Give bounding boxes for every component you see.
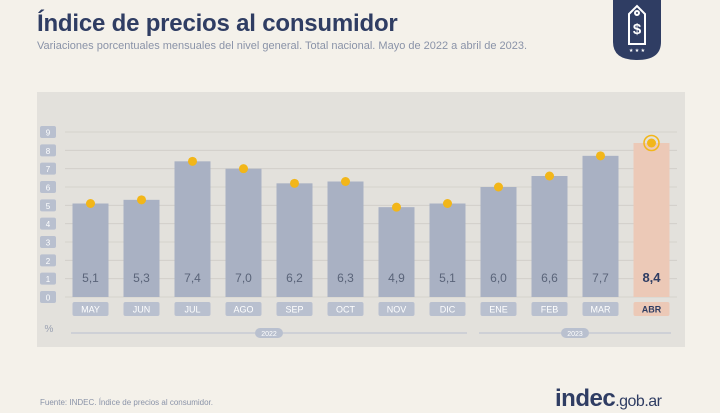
y-tick-label: 4	[46, 220, 51, 229]
bar-dot-ring	[643, 134, 660, 152]
bar	[123, 199, 160, 297]
bar-dot	[494, 182, 503, 192]
y-tick-box	[40, 217, 56, 230]
bar-value-label: 6,2	[286, 271, 303, 285]
bar-dot	[290, 178, 299, 188]
bar-dot	[545, 171, 554, 181]
x-tick-box	[633, 302, 670, 316]
bar-value-label: 5,1	[439, 271, 456, 285]
bar-value-label: 5,1	[82, 271, 99, 285]
x-tick-label: FEB	[541, 305, 559, 315]
chart-subtitle: Variaciones porcentuales mensuales del n…	[37, 40, 528, 52]
bar-dot	[86, 199, 95, 208]
bar-dot	[647, 138, 656, 148]
logo-domain: .gob.ar	[615, 393, 662, 410]
svg-text:★ ★ ★: ★ ★ ★	[629, 48, 646, 54]
bar-dot	[188, 156, 197, 166]
x-tick-box	[327, 302, 364, 316]
x-tick-box	[531, 302, 568, 316]
y-tick-label: 2	[46, 257, 51, 266]
bar-dot	[596, 151, 605, 161]
x-tick-box	[72, 302, 109, 316]
bar-value-label: 6,3	[337, 271, 354, 285]
svg-text:$: $	[633, 21, 642, 38]
bar	[633, 143, 670, 297]
y-tick-box	[40, 254, 56, 267]
bar-dot	[137, 195, 146, 205]
x-tick-label: OCT	[336, 305, 356, 315]
bar-value-label: 6,6	[541, 271, 558, 285]
bar-chart: 0 1 2 3 4 5 6 7 8 9% 5,1 MAY 5,3 JUN 7,4 JUL 7,0 AGO 6,2 SE…	[40, 126, 677, 338]
indec-logo: indec.gob.ar	[555, 385, 662, 413]
bar	[378, 207, 415, 297]
bar-value-label: 8,4	[642, 270, 661, 285]
bar	[531, 176, 568, 297]
bar-dot	[341, 177, 350, 186]
x-tick-label: JUN	[133, 305, 151, 315]
y-tick-box	[40, 126, 56, 138]
x-tick-box	[582, 302, 619, 316]
y-tick-label: 5	[46, 202, 51, 211]
y-tick-box	[40, 291, 56, 303]
y-tick-box	[40, 199, 56, 212]
x-tick-label: SEP	[285, 305, 303, 315]
bar-dot	[443, 199, 452, 208]
bar	[429, 203, 466, 297]
x-tick-label: DIC	[440, 305, 456, 315]
bar	[174, 161, 211, 297]
x-tick-label: MAY	[81, 305, 100, 315]
bar-value-label: 7,0	[235, 271, 252, 285]
bar-value-label: 5,3	[133, 271, 150, 285]
year-group-label: 2022	[261, 331, 277, 338]
bar-dot	[392, 202, 401, 212]
source-note: Fuente: INDEC. Índice de precios al cons…	[40, 398, 213, 407]
x-tick-box	[429, 302, 466, 316]
y-tick-label: 1	[46, 275, 51, 284]
x-tick-box	[174, 302, 211, 316]
bar	[225, 168, 262, 297]
y-tick-label: 6	[46, 184, 51, 193]
x-tick-label: AGO	[233, 305, 253, 315]
bar	[480, 187, 517, 297]
y-tick-box	[40, 181, 56, 193]
x-tick-label: NOV	[387, 305, 407, 315]
bar	[276, 183, 313, 297]
x-tick-box	[276, 302, 313, 316]
x-tick-box	[480, 302, 517, 316]
year-group-pill	[255, 328, 283, 338]
y-tick-box	[40, 272, 56, 285]
x-tick-label: MAR	[591, 305, 612, 315]
y-tick-box	[40, 144, 56, 157]
x-tick-box	[225, 302, 262, 316]
x-tick-box	[123, 302, 160, 316]
y-tick-box	[40, 236, 56, 248]
y-tick-box	[40, 162, 56, 175]
x-tick-label: ABR	[642, 305, 662, 315]
bar-value-label: 6,0	[490, 271, 507, 285]
y-tick-label: 9	[46, 129, 51, 138]
bar-value-label: 4,9	[388, 271, 405, 285]
y-tick-label: 8	[46, 147, 51, 156]
bar-value-label: 7,4	[184, 271, 201, 285]
y-tick-label: 3	[46, 239, 51, 248]
year-group-pill	[561, 328, 589, 338]
x-tick-box	[378, 302, 415, 316]
chart-title: Índice de precios al consumidor	[37, 10, 398, 37]
bar-dot	[239, 164, 248, 174]
x-tick-label: ENE	[489, 305, 508, 315]
bar	[327, 181, 364, 297]
y-tick-label: 0	[46, 294, 51, 303]
y-unit-label: %	[45, 324, 54, 335]
x-tick-label: JUL	[184, 305, 200, 315]
bar	[582, 155, 619, 297]
price-tag-badge-icon: $ ★ ★ ★	[613, 0, 661, 60]
chart-panel: 0 1 2 3 4 5 6 7 8 9% 5,1 MAY 5,3 JUN 7,4 JUL 7,0 AGO 6,2 SE…	[37, 92, 685, 347]
y-tick-label: 7	[46, 165, 51, 174]
year-group-label: 2023	[567, 331, 583, 338]
bar-value-label: 7,7	[592, 271, 609, 285]
bar	[72, 203, 109, 297]
logo-main: indec	[555, 385, 616, 412]
